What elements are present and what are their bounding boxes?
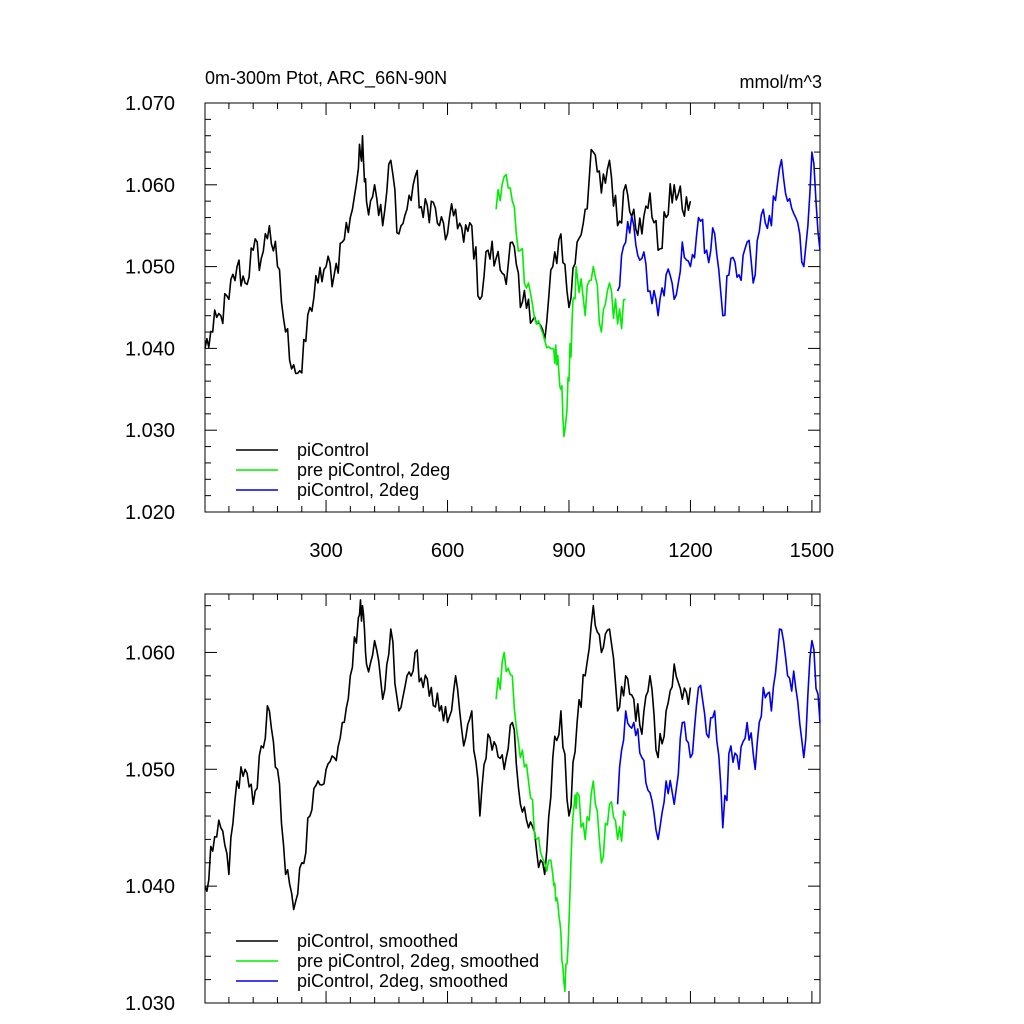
top-legend-label: piControl (297, 440, 369, 460)
top-series-group (204, 134, 821, 438)
top-units: mmol/m^3 (740, 72, 822, 92)
top-ytick-label: 1.050 (125, 257, 175, 279)
top-ytick-label: 1.020 (125, 502, 175, 524)
bottom-panel: 1.030 1.040 1.050 1.060 piControl, smoothed… (125, 593, 821, 1015)
bottom-legend-label: pre piControl, 2deg, smoothed (297, 951, 539, 971)
bottom-ytick-label: 1.040 (125, 876, 175, 898)
top-legend-label: pre piControl, 2deg (297, 460, 450, 480)
bottom-ytick-label: 1.060 (125, 642, 175, 664)
bottom-ytick-label: 1.030 (125, 993, 175, 1015)
top-axes: 1.020 1.030 1.040 1.050 1.060 1.070 300 600 900 1… (125, 93, 834, 562)
top-ytick-label: 1.030 (125, 420, 175, 442)
bottom-legend-label: piControl, smoothed (297, 931, 458, 951)
top-panel: 0m-300m Ptot, ARC_66N-90N mmol/m^3 1.020… (125, 68, 834, 562)
top-xtick-label: 600 (431, 540, 464, 562)
top-ytick-label: 1.070 (125, 93, 175, 115)
top-xtick-label: 1500 (790, 540, 835, 562)
bottom-legend-label: piControl, 2deg, smoothed (297, 971, 508, 991)
top-series-line-0 (204, 134, 692, 375)
bottom-series-group (204, 599, 821, 993)
top-series-line-1 (495, 173, 626, 438)
top-xtick-label: 1200 (668, 540, 713, 562)
top-ytick-label: 1.060 (125, 175, 175, 197)
bottom-axes: 1.030 1.040 1.050 1.060 (125, 593, 821, 1015)
top-title: 0m-300m Ptot, ARC_66N-90N (205, 68, 447, 89)
top-ytick-label: 1.040 (125, 338, 175, 360)
top-legend-label: piControl, 2deg (297, 480, 419, 500)
top-series-line-2 (616, 151, 821, 317)
bottom-ytick-label: 1.050 (125, 759, 175, 781)
bottom-series-line-1 (495, 651, 627, 993)
bottom-plot-frame (204, 593, 821, 1004)
bottom-series-line-0 (204, 599, 692, 911)
top-plot-frame (204, 102, 821, 513)
top-xtick-label: 300 (309, 540, 342, 562)
top-xtick-label: 900 (552, 540, 585, 562)
bottom-series-line-2 (616, 628, 821, 841)
